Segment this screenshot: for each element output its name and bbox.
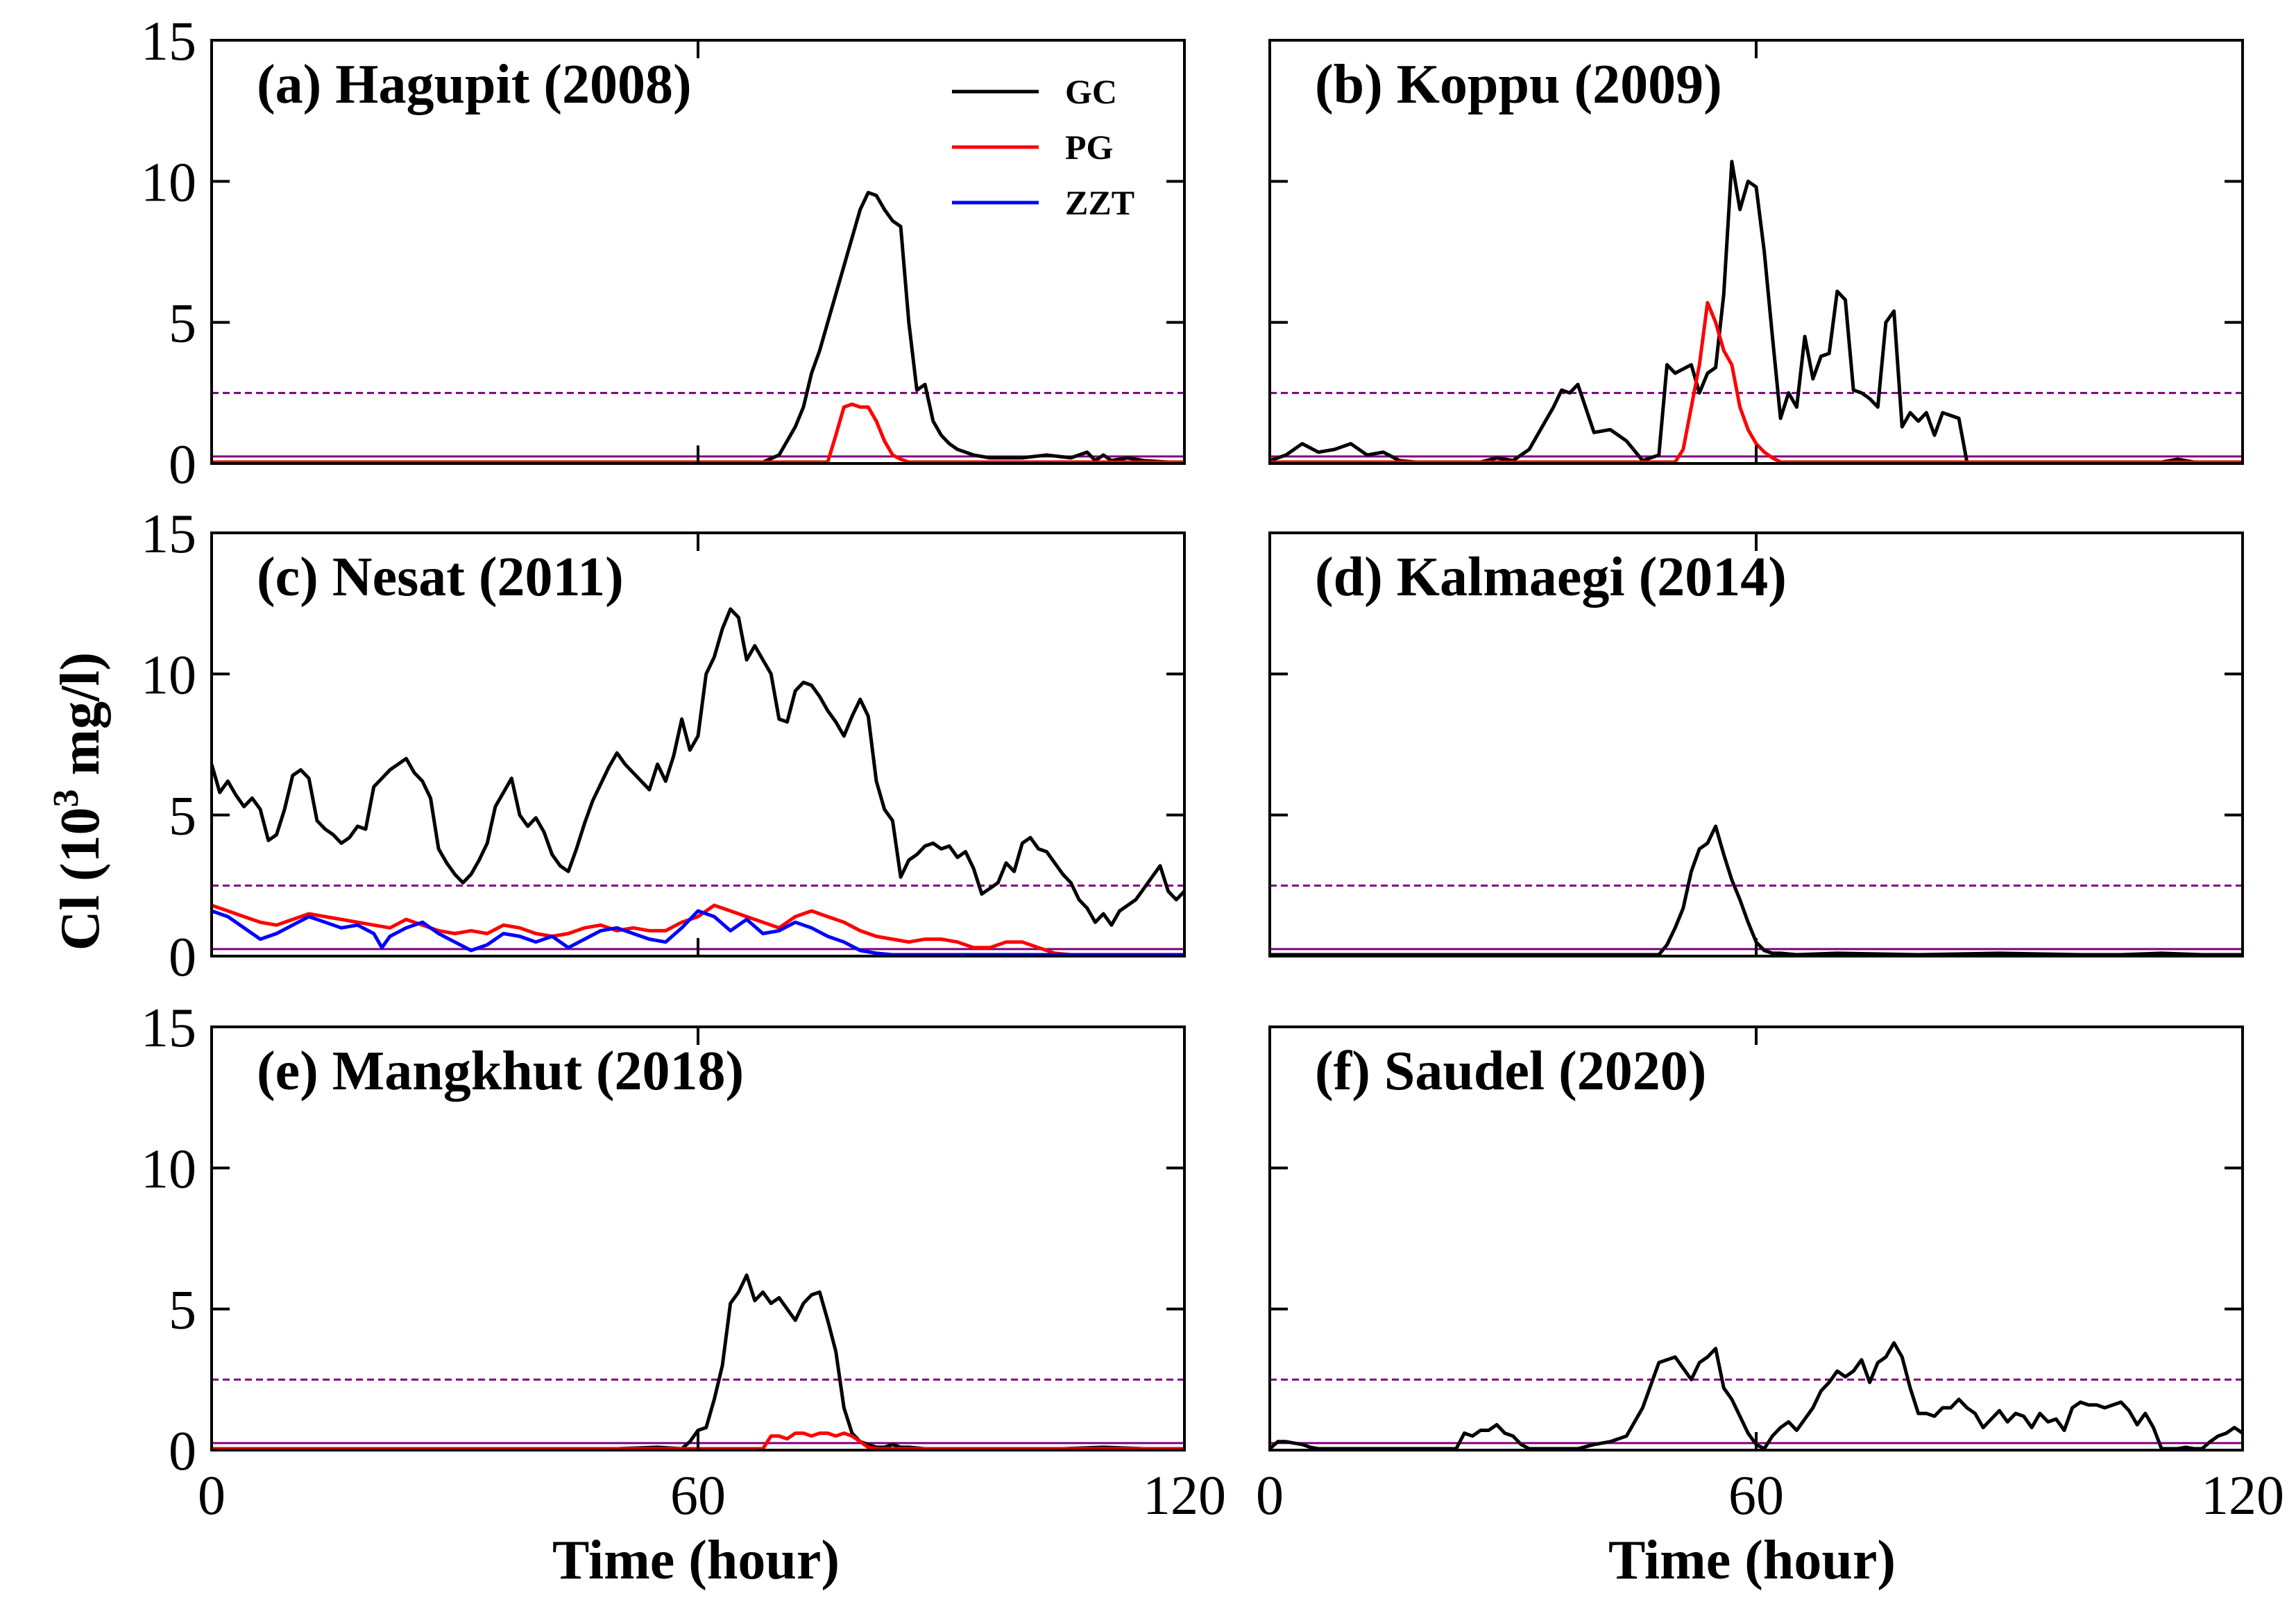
- x-tick-label: 120: [1143, 1465, 1226, 1526]
- x-tick-label: 60: [670, 1465, 726, 1526]
- panel-title: (a) Hagupit (2008): [257, 54, 692, 115]
- series-zzt-line: [211, 909, 1184, 957]
- panel-title: (b) Koppu (2009): [1315, 54, 1722, 115]
- y-tick-label: 0: [169, 434, 196, 495]
- series-gc-line: [1269, 160, 2243, 464]
- y-tick-label: 15: [141, 998, 196, 1059]
- x-tick-label: 0: [1256, 1465, 1284, 1526]
- series-gc-line: [212, 1273, 1184, 1451]
- y-tick-label: 10: [141, 152, 196, 213]
- panel-e: 0 5 10 15 0 60 120 (e) Mangkhut (2018): [141, 998, 1226, 1526]
- y-tick-label: 0: [169, 927, 196, 988]
- legend-label-zzt: ZZT: [1065, 183, 1134, 222]
- legend: GC PG ZZT: [952, 72, 1134, 222]
- x-tick-label: 120: [2201, 1465, 2284, 1526]
- series-pg-line: [1270, 300, 2243, 464]
- panel-d: (d) Kalmaegi (2014): [1268, 531, 2244, 957]
- x-tick-label: 60: [1728, 1465, 1784, 1526]
- series-gc-line: [212, 191, 1184, 464]
- y-tick-label: 15: [141, 11, 196, 72]
- series-pg-line: [211, 903, 1184, 957]
- series-gc-line: [1268, 1341, 2244, 1451]
- series-gc-line: [210, 607, 1186, 927]
- panel-title: (f) Saudel (2020): [1315, 1041, 1706, 1102]
- panel-c: 0 5 10 15 (c) Nesat (2011): [141, 504, 1186, 988]
- y-tick-label: 10: [141, 1139, 196, 1200]
- panel-title: (c) Nesat (2011): [257, 547, 624, 608]
- y-tick-label: 0: [169, 1421, 196, 1482]
- panel-b: (b) Koppu (2009): [1268, 39, 2244, 465]
- x-axis-title-left: Time (hour): [552, 1530, 840, 1591]
- panel-title: (d) Kalmaegi (2014): [1315, 547, 1787, 608]
- x-tick-label: 0: [198, 1465, 226, 1526]
- legend-label-gc: GC: [1065, 72, 1117, 111]
- y-tick-label: 15: [141, 504, 196, 565]
- x-axis-title-right: Time (hour): [1608, 1530, 1896, 1591]
- panels: 0 5 10 15 (a) Hagupit (2008) (b) Koppu (2009)…: [141, 11, 2284, 1526]
- y-tick-label: 10: [141, 645, 196, 706]
- panel-f: 0 60 120 (f) Saudel (2020): [1256, 1025, 2284, 1526]
- legend-label-pg: PG: [1065, 128, 1113, 167]
- y-axis-title: Cl (103 mg/l): [46, 652, 111, 951]
- y-tick-label: 5: [169, 293, 196, 355]
- y-tick-label: 5: [169, 1280, 196, 1341]
- y-tick-label: 5: [169, 786, 196, 847]
- series-gc-line: [1270, 824, 2243, 957]
- panel-a: 0 5 10 15 (a) Hagupit (2008): [141, 11, 1186, 495]
- panel-title: (e) Mangkhut (2018): [257, 1041, 744, 1102]
